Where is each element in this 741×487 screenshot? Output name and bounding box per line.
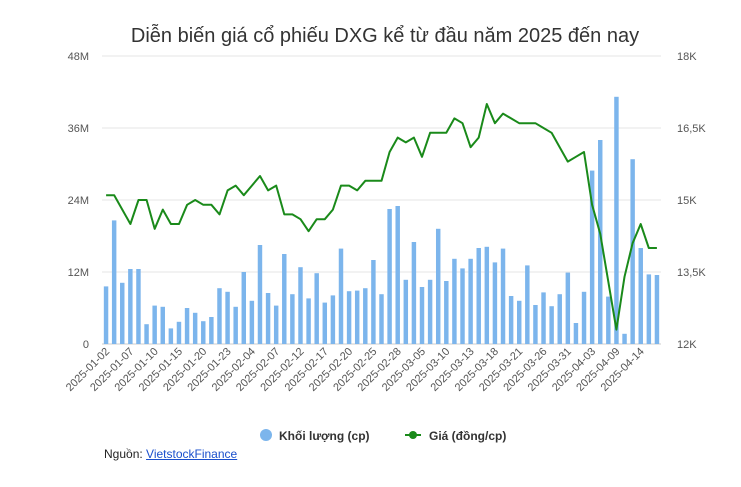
source-link[interactable]: VietstockFinance xyxy=(146,447,238,461)
x-axis-ticks: 2025-01-022025-01-072025-01-102025-01-15… xyxy=(64,346,647,394)
volume-bar xyxy=(630,159,635,344)
volume-bar xyxy=(136,269,141,344)
volume-bar xyxy=(338,248,344,344)
volume-bar xyxy=(322,302,328,344)
price-line xyxy=(106,103,657,331)
volume-bar xyxy=(435,228,441,344)
volume-bar xyxy=(500,248,506,344)
left-axis-tick: 12M xyxy=(68,267,89,279)
legend-item-price[interactable]: Giá (đồng/cp) xyxy=(405,429,506,443)
volume-bar xyxy=(103,286,109,344)
volume-bar xyxy=(298,267,303,344)
left-axis-tick: 24M xyxy=(68,195,89,207)
volume-bar xyxy=(460,268,465,344)
volume-bars xyxy=(103,96,660,344)
right-axis-tick: 15K xyxy=(677,195,697,207)
volume-bar xyxy=(581,291,587,344)
volume-bar xyxy=(403,279,409,344)
source-prefix: Nguồn: xyxy=(104,447,147,461)
volume-bar xyxy=(444,281,449,344)
volume-bar xyxy=(589,170,595,344)
left-axis-tick: 0 xyxy=(83,339,89,351)
volume-bar xyxy=(354,290,360,344)
volume-bar xyxy=(273,305,279,344)
volume-bar xyxy=(176,321,182,344)
volume-bar xyxy=(363,288,368,344)
volume-bar xyxy=(379,294,384,344)
volume-bar xyxy=(282,254,287,344)
volume-bar xyxy=(525,265,530,344)
volume-bar xyxy=(233,306,238,344)
left-axis-tick: 48M xyxy=(68,51,89,63)
volume-bar xyxy=(241,272,247,344)
volume-bar xyxy=(533,305,538,344)
volume-bar xyxy=(452,258,457,344)
volume-bar xyxy=(606,296,611,344)
volume-bar xyxy=(598,140,603,344)
volume-bar xyxy=(128,269,133,344)
volume-bar xyxy=(484,246,490,344)
volume-bar xyxy=(257,245,263,344)
volume-bar xyxy=(111,220,117,344)
volume-bar xyxy=(622,333,627,344)
volume-bar xyxy=(120,282,125,344)
volume-bar xyxy=(330,295,336,344)
right-axis-ticks: 12K 13,5K 15K 16,5K 18K xyxy=(677,51,706,351)
right-axis-tick: 13,5K xyxy=(677,267,706,279)
volume-bar xyxy=(419,287,425,344)
legend-price-label: Giá (đồng/cp) xyxy=(429,429,506,443)
volume-bar xyxy=(225,291,230,344)
volume-bar xyxy=(492,262,498,344)
volume-bar xyxy=(144,324,149,344)
volume-bar xyxy=(614,96,619,344)
right-axis-tick: 16,5K xyxy=(677,123,706,135)
chart-title: Diễn biến giá cổ phiếu DXG kể từ đầu năm… xyxy=(131,24,639,47)
volume-bar xyxy=(371,260,376,344)
legend: Khối lượng (cp) Giá (đồng/cp) xyxy=(260,429,506,443)
source-note: Nguồn: VietstockFinance xyxy=(104,447,237,461)
volume-bar xyxy=(549,306,554,344)
volume-bar xyxy=(395,206,400,344)
volume-bar xyxy=(638,248,643,344)
volume-bar xyxy=(565,272,571,344)
volume-bar xyxy=(184,308,190,344)
volume-bar xyxy=(476,248,481,344)
volume-bar xyxy=(201,321,206,344)
left-axis-tick: 36M xyxy=(68,123,89,135)
price-series-line xyxy=(106,103,657,331)
volume-bar xyxy=(387,209,392,344)
volume-bar xyxy=(346,291,352,344)
volume-bar xyxy=(306,298,311,344)
volume-bar xyxy=(290,294,295,344)
volume-bar xyxy=(516,300,522,344)
volume-bar xyxy=(573,323,579,344)
legend-item-volume[interactable]: Khối lượng (cp) xyxy=(260,429,370,443)
volume-bar xyxy=(411,242,417,344)
right-axis-tick: 12K xyxy=(677,339,697,351)
volume-bar xyxy=(654,275,660,344)
legend-volume-label: Khối lượng (cp) xyxy=(279,429,370,443)
volume-bar xyxy=(314,273,319,344)
volume-bar xyxy=(265,293,271,344)
volume-bar xyxy=(249,300,255,344)
volume-bar xyxy=(427,279,433,344)
volume-bar xyxy=(468,258,473,344)
volume-bar xyxy=(646,274,652,344)
legend-volume-marker xyxy=(260,429,272,441)
volume-bar xyxy=(209,317,214,344)
legend-price-marker xyxy=(409,431,417,439)
volume-bar xyxy=(541,292,546,344)
volume-bar xyxy=(557,294,562,344)
volume-bar xyxy=(217,288,222,344)
right-axis-tick: 18K xyxy=(677,51,697,63)
volume-bar xyxy=(508,296,514,344)
volume-bar xyxy=(168,328,174,344)
volume-bar xyxy=(192,312,198,344)
volume-bar xyxy=(160,306,165,344)
left-axis-ticks: 0 12M 24M 36M 48M xyxy=(68,51,89,351)
volume-bar xyxy=(152,305,157,344)
